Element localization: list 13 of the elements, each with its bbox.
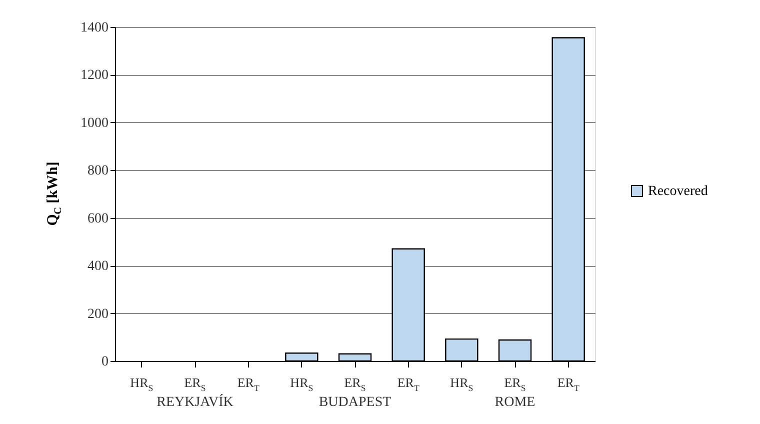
text: BUDAPEST [318, 395, 392, 410]
y-tick-label: 600 [88, 211, 108, 226]
y-tick-label: 1400 [80, 20, 108, 36]
y-tick-label: 400 [88, 259, 108, 274]
y-tick-label: 800 [88, 164, 108, 179]
y-tick-label: 200 [88, 306, 108, 322]
y-tick-label: 0 [102, 354, 108, 370]
legend-label: Recovered [648, 184, 708, 199]
y-tick-label: 1000 [80, 116, 108, 131]
text: REYKJAVÍK [156, 393, 234, 410]
y-tick-label: 1200 [80, 68, 108, 84]
y-axis-title: QC [kWh] [45, 162, 64, 226]
text: ROME [494, 395, 536, 410]
